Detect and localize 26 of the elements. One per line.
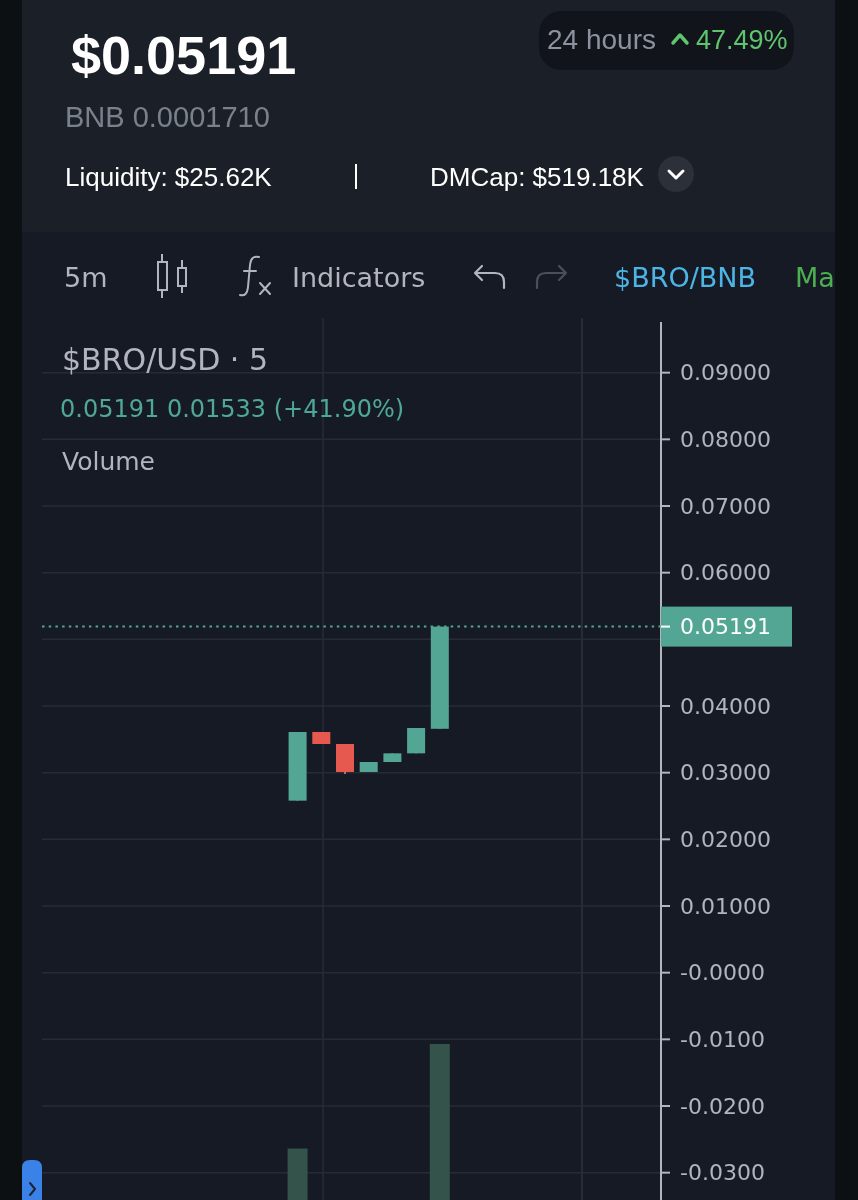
y-tick-label: 0.09000 <box>680 360 771 386</box>
y-tick-label: -0.0100 <box>680 1026 765 1052</box>
y-tick-label: 0.04000 <box>680 693 771 719</box>
annotation: 0.05191 0.01533 (+41.90%) <box>60 395 405 423</box>
text: 47.49% <box>696 25 788 55</box>
text: $BRO/BNB <box>614 262 757 293</box>
y-tick-label: 0.07000 <box>680 493 771 519</box>
text: $BRO/USD · 5 <box>62 342 269 377</box>
text: Ma <box>795 262 835 293</box>
y-tick-label: -0.0200 <box>680 1093 765 1119</box>
y-tick-label: 0.03000 <box>680 760 771 786</box>
y-tick-label: 0.08000 <box>680 426 771 452</box>
text: BNB 0.0001710 <box>65 101 270 133</box>
text: 5m <box>64 262 108 293</box>
text: Indicators <box>292 262 426 293</box>
y-tick-label: -0.0000 <box>680 960 765 986</box>
text: $0.05191 <box>71 25 297 85</box>
ref-line-label: 0.05191 <box>680 614 771 640</box>
text: 24 hours <box>547 24 656 55</box>
text: Liquidity: $25.62K <box>65 162 273 192</box>
y-tick-label: -0.0300 <box>680 1160 765 1186</box>
y-tick-label: 0.02000 <box>680 826 771 852</box>
chart-title: Volume <box>62 447 155 476</box>
y-tick-label: 0.06000 <box>680 560 771 586</box>
y-tick-label: 0.01000 <box>680 893 771 919</box>
text: DMCap: $519.18K <box>430 162 645 192</box>
